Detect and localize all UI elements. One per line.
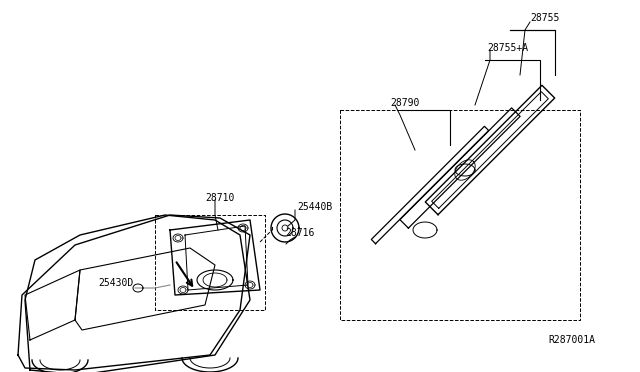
Text: 25440B: 25440B — [297, 202, 332, 212]
Text: 25430D: 25430D — [98, 278, 133, 288]
Text: 28755: 28755 — [530, 13, 559, 23]
Text: R287001A: R287001A — [548, 335, 595, 345]
Text: 28755+A: 28755+A — [487, 43, 528, 53]
Text: 28790: 28790 — [390, 98, 419, 108]
Text: 28716: 28716 — [285, 228, 314, 238]
Text: 28710: 28710 — [205, 193, 234, 203]
